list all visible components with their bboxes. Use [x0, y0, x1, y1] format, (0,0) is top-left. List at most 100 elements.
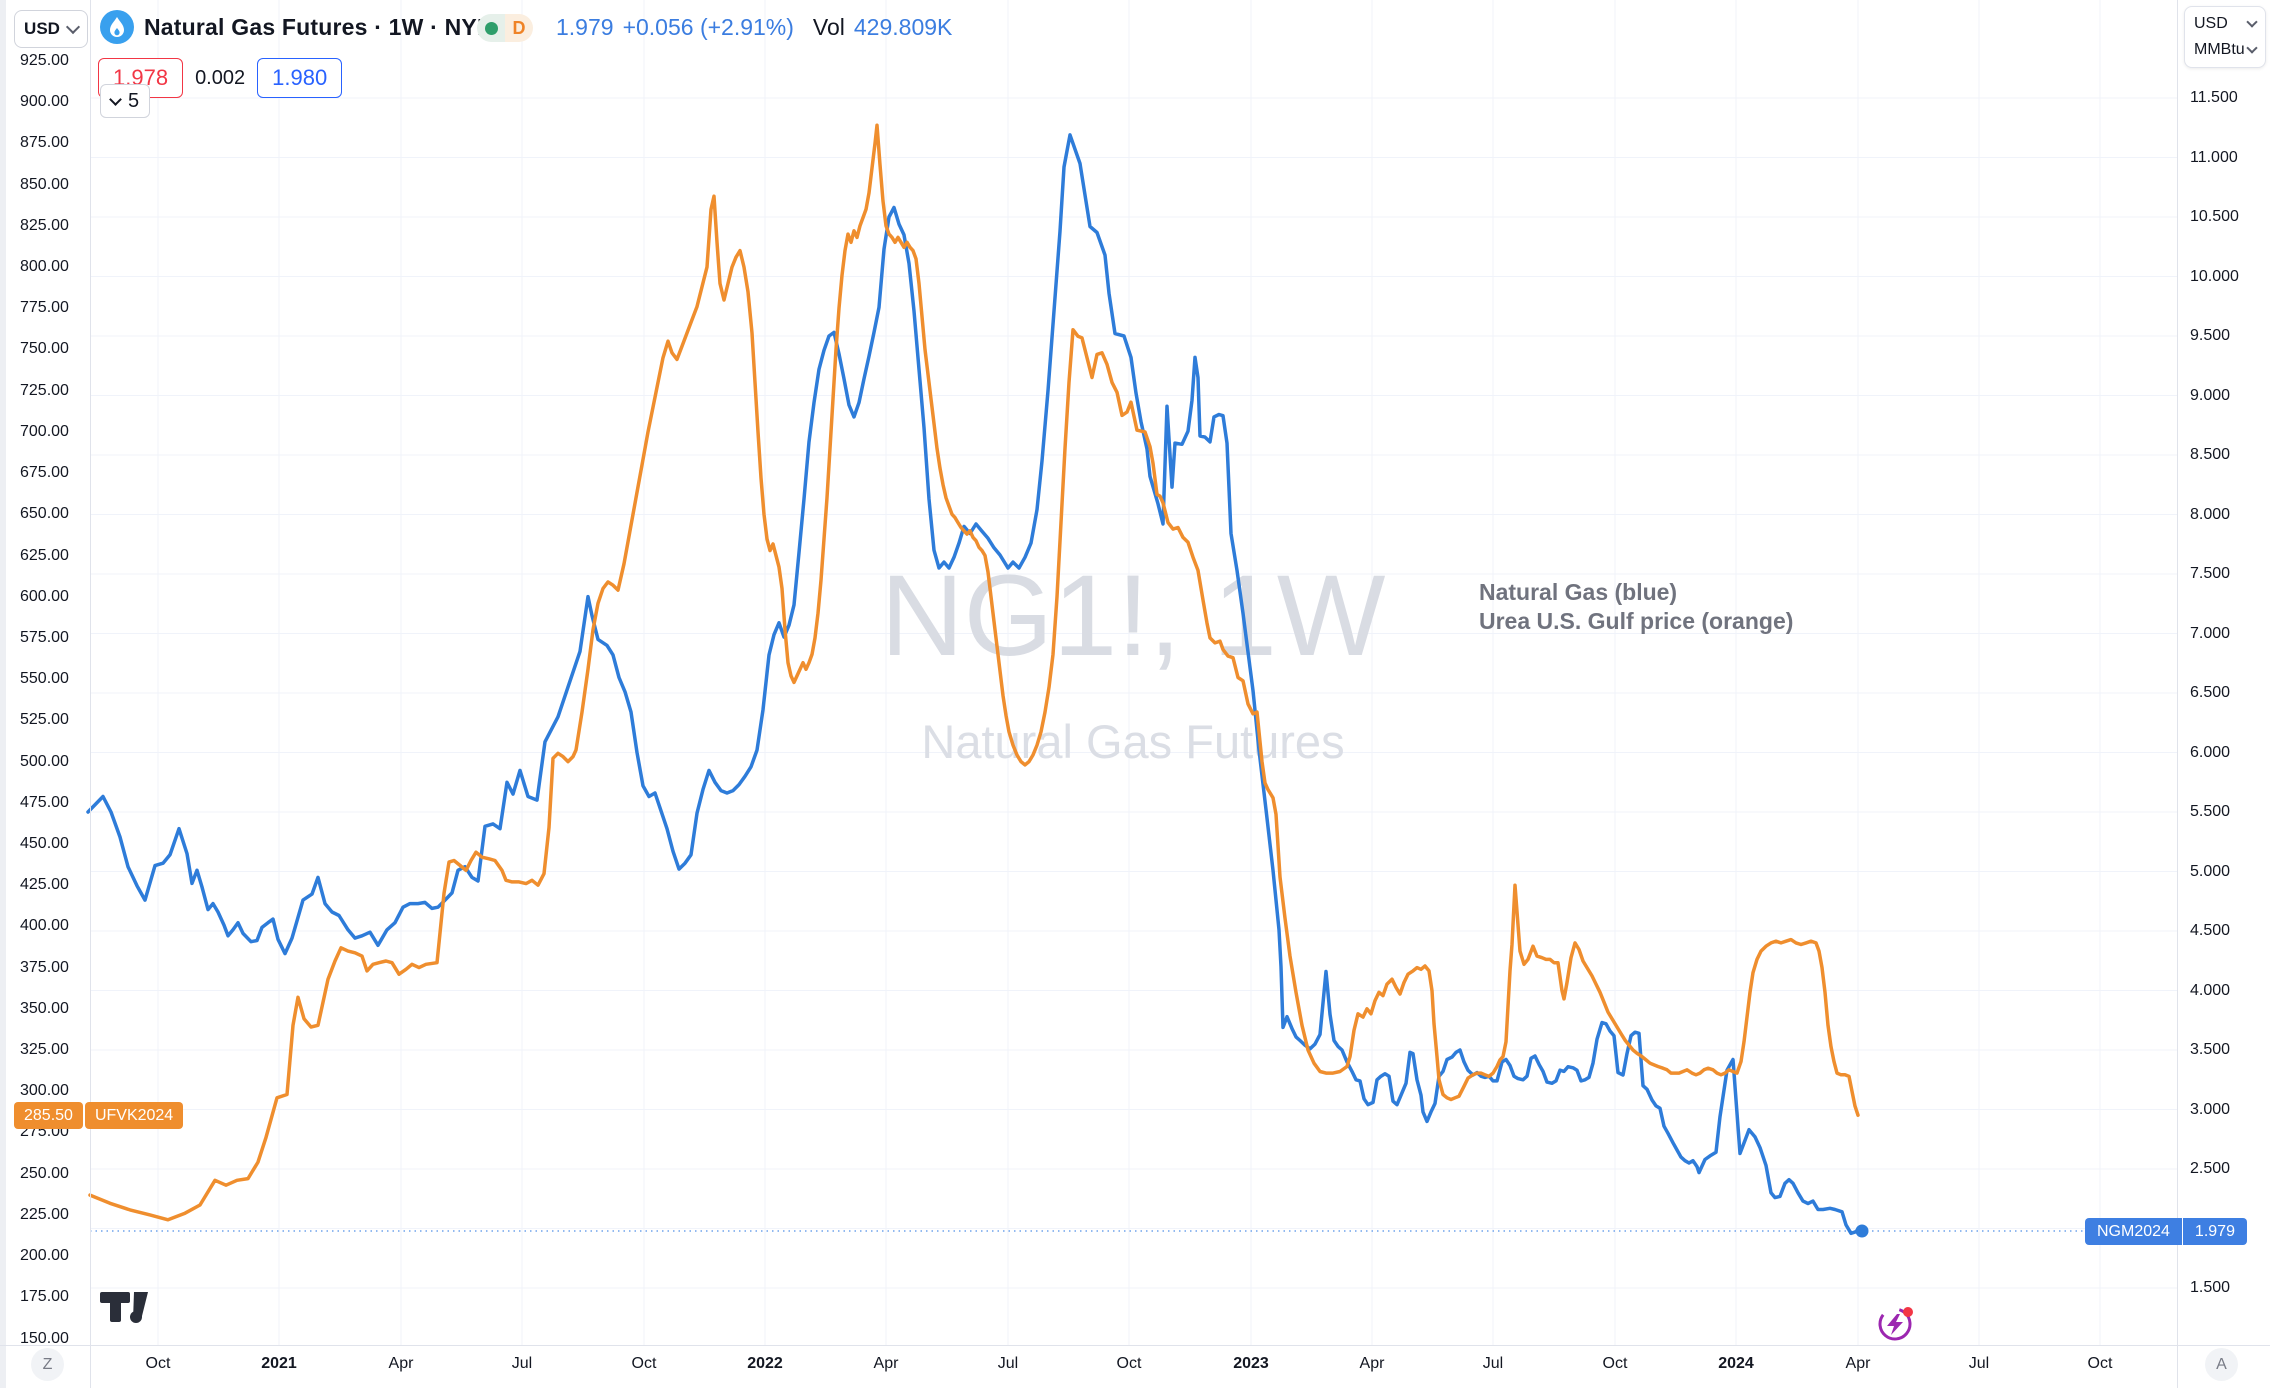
- left-axis-tick: 450.00: [20, 834, 69, 852]
- series-line-gas[interactable]: [86, 133, 1864, 1236]
- series-legend-note: Natural Gas (blue) Urea U.S. Gulf price …: [1479, 578, 1793, 636]
- right-axis-tick: 8.500: [2190, 446, 2231, 463]
- urea-price-badge[interactable]: 285.50 UFVK2024: [14, 1102, 184, 1129]
- left-axis-tick: 625.00: [20, 546, 69, 564]
- currency-dropdown[interactable]: USD: [14, 10, 88, 48]
- chevron-down-icon: [2246, 16, 2258, 28]
- time-axis-tick: Jul: [511, 1355, 533, 1372]
- time-axis-tick: Oct: [1602, 1355, 1628, 1372]
- left-axis-tick: 925.00: [20, 52, 69, 69]
- left-axis-tick: 725.00: [20, 381, 69, 399]
- last-price-dot: [1855, 1224, 1869, 1238]
- left-axis-tick: 825.00: [20, 216, 69, 234]
- left-axis-tick: 500.00: [20, 752, 69, 770]
- currency-dropdown-label: USD: [24, 19, 60, 38]
- right-axis-tick: 5.000: [2190, 862, 2231, 880]
- market-status-pill[interactable]: D: [477, 14, 533, 42]
- legend-urea: Urea U.S. Gulf price (orange): [1479, 608, 1794, 634]
- chevron-down-icon: [109, 92, 122, 106]
- left-axis-tick: 550.00: [20, 670, 69, 688]
- left-axis-tick: 675.00: [20, 464, 69, 482]
- time-axis-tick: Oct: [145, 1355, 171, 1372]
- timezone-letter: Z: [42, 1355, 53, 1373]
- series-lines: [86, 123, 2177, 1238]
- left-axis-tick: 650.00: [20, 505, 69, 523]
- left-axis-tick: 900.00: [20, 93, 69, 111]
- time-axis-tick: 2022: [747, 1355, 783, 1372]
- auto-scale-letter: A: [2216, 1355, 2227, 1373]
- left-axis-tick: 575.00: [20, 628, 69, 646]
- time-axis-tick: Jul: [997, 1355, 1019, 1372]
- right-axis-tick: 11.000: [2190, 148, 2238, 166]
- time-axis-tick: Apr: [1359, 1355, 1385, 1372]
- left-axis-tick: 175.00: [20, 1288, 69, 1306]
- left-axis-tick: 800.00: [20, 258, 69, 276]
- right-axis-tick: 4.500: [2190, 922, 2231, 939]
- time-axis-tick: 2021: [261, 1355, 297, 1372]
- gas-contract-label: NGM2024: [2085, 1218, 2183, 1245]
- time-axis-tick: Jul: [1482, 1355, 1504, 1372]
- time-axis-tick: 2024: [1718, 1355, 1754, 1372]
- spread-value: 0.002: [195, 66, 246, 89]
- left-axis-tick: 150.00: [20, 1329, 69, 1347]
- left-axis-tick: 400.00: [20, 917, 69, 935]
- right-axis-tick: 10.500: [2190, 208, 2239, 225]
- left-axis-tick: 775.00: [20, 299, 69, 317]
- left-axis-tick: 375.00: [20, 958, 69, 976]
- flame-icon: [110, 17, 124, 37]
- buy-button[interactable]: 1.980: [257, 58, 343, 98]
- right-axis-tick: 10.000: [2190, 267, 2239, 285]
- right-axis-tick: 7.000: [2190, 624, 2231, 642]
- time-axis-tick: Oct: [631, 1355, 657, 1372]
- left-axis-tick: 875.00: [20, 134, 69, 152]
- right-axis-tick: 5.500: [2190, 803, 2231, 820]
- left-axis-tick: 325.00: [20, 1041, 69, 1059]
- series-line-urea[interactable]: [88, 123, 1860, 1222]
- volume-value: 429.809K: [853, 14, 953, 40]
- timezone-button[interactable]: Z: [31, 1348, 64, 1381]
- last-price: 1.979: [556, 14, 614, 40]
- urea-price-value: 285.50: [14, 1102, 83, 1129]
- time-axis-border: [0, 1345, 2270, 1346]
- right-axis-tick: 6.000: [2190, 743, 2231, 761]
- left-axis-tick: 525.00: [20, 711, 69, 729]
- bar-count-dropdown[interactable]: 5: [100, 84, 151, 118]
- right-axis-tick: 2.500: [2190, 1160, 2231, 1177]
- symbol-title[interactable]: Natural Gas Futures · 1W · NYMEX: [144, 14, 528, 40]
- left-axis-tick: 350.00: [20, 999, 69, 1017]
- urea-contract-label: UFVK2024: [84, 1102, 184, 1129]
- quote-summary: 1.979 +0.056 (+2.91%) Vol 429.809K: [556, 14, 952, 41]
- price-change: +0.056 (+2.91%): [622, 14, 794, 40]
- tradingview-logo[interactable]: [100, 1292, 156, 1326]
- left-axis-tick: 700.00: [20, 422, 69, 440]
- left-axis-border: [90, 0, 91, 1388]
- legend-gas: Natural Gas (blue): [1479, 579, 1678, 605]
- bar-count-value: 5: [128, 89, 140, 112]
- left-axis-tick: 475.00: [20, 793, 69, 811]
- left-axis-tick: 750.00: [20, 340, 69, 358]
- gas-price-badge[interactable]: NGM2024 1.979: [2085, 1218, 2247, 1245]
- right-axis-unit-label: MMBtu: [2194, 41, 2245, 58]
- chevron-down-icon: [65, 19, 81, 35]
- right-axis-tick: 1.500: [2190, 1279, 2231, 1296]
- time-axis-tick: Oct: [2087, 1355, 2113, 1372]
- alerts-lightning-icon[interactable]: [1875, 1302, 1919, 1346]
- right-axis-currency-label: USD: [2194, 15, 2228, 32]
- right-axis-tick: 11.500: [2190, 89, 2238, 106]
- left-axis-tick: 850.00: [20, 175, 69, 193]
- right-axis-currency-dropdown[interactable]: USD: [2185, 11, 2265, 37]
- symbol-logo[interactable]: [100, 10, 134, 44]
- right-axis-tick: 3.500: [2190, 1041, 2231, 1058]
- collapsed-panel-strip[interactable]: [0, 0, 6, 1388]
- left-axis-tick: 200.00: [20, 1247, 69, 1265]
- auto-scale-button[interactable]: A: [2205, 1348, 2238, 1381]
- gas-price-value: 1.979: [2182, 1218, 2247, 1245]
- delayed-data-badge: D: [505, 14, 533, 42]
- symbol-name-watermark: Natural Gas Futures: [921, 715, 1344, 768]
- right-axis-unit-dropdown[interactable]: MMBtu: [2185, 37, 2265, 63]
- time-axis-tick: Jul: [1968, 1355, 1990, 1372]
- right-axis-tick: 9.000: [2190, 386, 2231, 404]
- time-axis-tick: Apr: [388, 1355, 414, 1372]
